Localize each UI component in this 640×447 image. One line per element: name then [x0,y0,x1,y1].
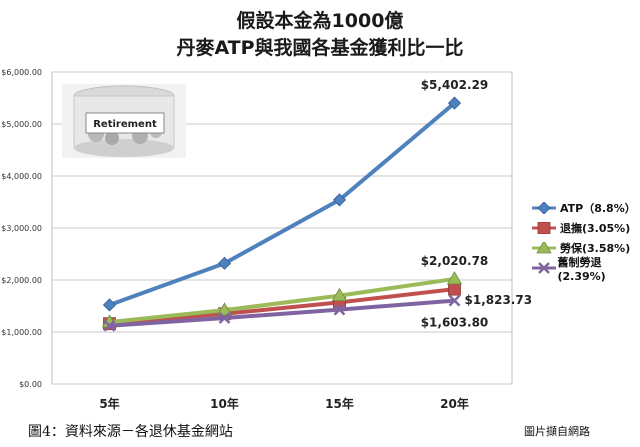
image-credit: 圖片擷自網路 [524,425,590,438]
legend-label: 退撫(3.05%) [560,222,631,235]
data-point [216,302,233,316]
data-label: $5,402.29 [421,78,489,92]
data-point [448,294,461,307]
legend-label: ATP（8.8%） [560,202,636,215]
y-tick-label: $2,000.00 [1,276,42,285]
x-tick-label: 10年 [210,396,239,411]
legend-marker [538,262,550,274]
chart-title-line-2: 丹麥ATP與我國各基金獲利比一比 [176,37,464,59]
legend-marker [537,222,551,234]
y-tick-labels: $0.00 $1,000.00 $2,000.00 $3,000.00 $4,000.0… [1,68,42,389]
series-layer [101,96,463,332]
x-tick-label: 15年 [325,396,354,411]
y-tick-label: $5,000.00 [1,120,42,129]
data-point [102,298,117,312]
y-tick-label: $4,000.00 [1,172,42,181]
data-point [218,312,231,324]
x-tick-label: 5年 [99,396,119,411]
jar-label-text: Retirement [93,119,157,130]
data-point [217,256,232,270]
legend-marker [536,242,552,254]
data-point [448,282,461,296]
data-label: $1,603.80 [421,316,489,330]
series-line-3 [109,298,455,328]
legend-item: 勞保(3.58%) [532,238,640,258]
data-labels: $5,402.29 $2,020.78 $1,823.73 $1,603.80 [421,78,532,330]
figure-caption: 圖4：資料來源－各退休基金網站 [28,424,233,440]
legend-item: 退撫(3.05%) [532,218,640,238]
y-tick-label: $3,000.00 [1,224,42,233]
legend-marker [537,202,551,214]
data-point [332,193,347,207]
legend-item: ATP（8.8%） [532,198,640,218]
legend-item: 舊制勞退(2.39%) [532,256,640,283]
legend: ATP（8.8%） 退撫(3.05%) 勞保(3.58%) 舊制勞退(2.39%) [532,198,640,283]
data-point [447,96,462,110]
legend-swatch [532,242,556,254]
y-tick-label: $0.00 [19,380,42,389]
series-line-0 [108,101,456,307]
retirement-jar-image: Retirement [62,84,186,158]
legend-swatch [532,262,556,274]
data-point [331,287,348,302]
legend-label: 勞保(3.58%) [560,242,631,255]
legend-swatch [532,202,556,214]
series-line-1 [109,287,455,326]
chart-title-line-1: 假設本金為1000億 [236,10,404,32]
y-tick-label: $6,000.00 [1,68,42,77]
series-line-2 [109,276,455,325]
y-tick-label: $1,000.00 [1,328,42,337]
data-point [333,303,346,316]
data-point [103,319,116,332]
x-tick-labels: 5年 10年 15年 20年 [99,396,469,411]
legend-swatch [532,222,556,234]
data-point [446,271,463,285]
data-label: $1,823.73 [465,293,533,307]
x-tick-label: 20年 [440,396,469,411]
data-label: $2,020.78 [421,254,489,268]
legend-label: 舊制勞退(2.39%) [557,255,606,283]
